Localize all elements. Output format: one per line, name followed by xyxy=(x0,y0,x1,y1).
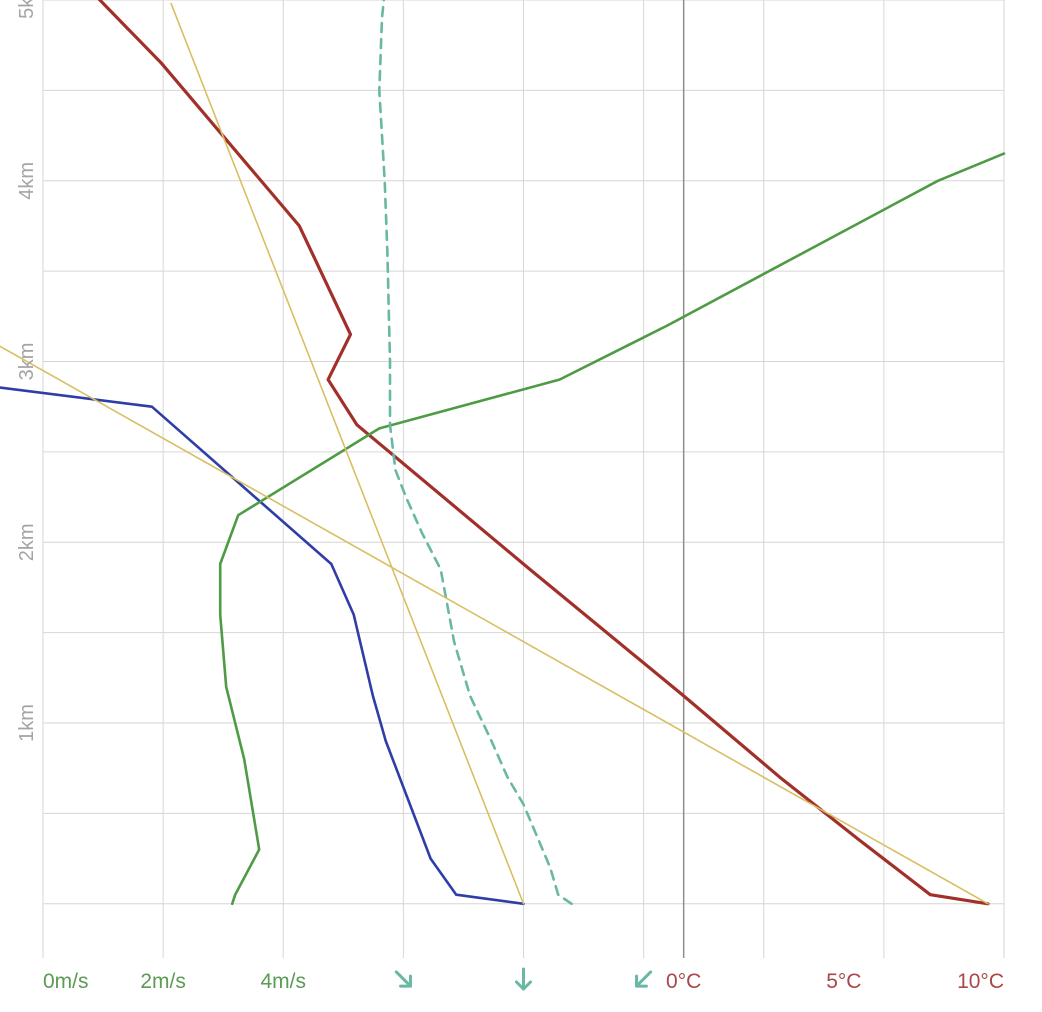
temperature-tick-label: 5°C xyxy=(826,970,861,993)
altitude-tick-label: 3km xyxy=(16,343,38,381)
wind-speed-tick-label: 0m/s xyxy=(43,970,89,993)
arrow-down-left-icon xyxy=(635,970,653,988)
plot-area xyxy=(0,0,1006,906)
dew-point-line xyxy=(0,386,525,906)
wind-speed-tick-label: 4m/s xyxy=(260,970,306,993)
altitude-tick-label: 5km xyxy=(16,0,38,19)
altitude-tick-label: 1km xyxy=(16,704,38,742)
wind-speed-line xyxy=(218,152,1006,906)
arrow-down-icon xyxy=(515,967,532,991)
wind-direction-line xyxy=(377,0,573,906)
moist-adiabat-line xyxy=(170,2,525,905)
arrow-down-right-icon xyxy=(394,970,412,988)
axis-labels: 1km 2km 3km 4km 5km 0m/s 2m/s 4m/s 0°C 5°C 10°C xyxy=(16,0,1004,993)
altitude-tick-label: 4km xyxy=(16,162,38,200)
chart-grid xyxy=(42,0,1005,958)
temperature-tick-label: 0°C xyxy=(666,970,701,993)
dry-adiabat-line xyxy=(0,345,989,905)
temperature-tick-label: 10°C xyxy=(957,970,1004,993)
wind-speed-tick-label: 2m/s xyxy=(140,970,186,993)
altitude-tick-label: 2km xyxy=(16,523,38,561)
temperature-line xyxy=(97,0,990,906)
